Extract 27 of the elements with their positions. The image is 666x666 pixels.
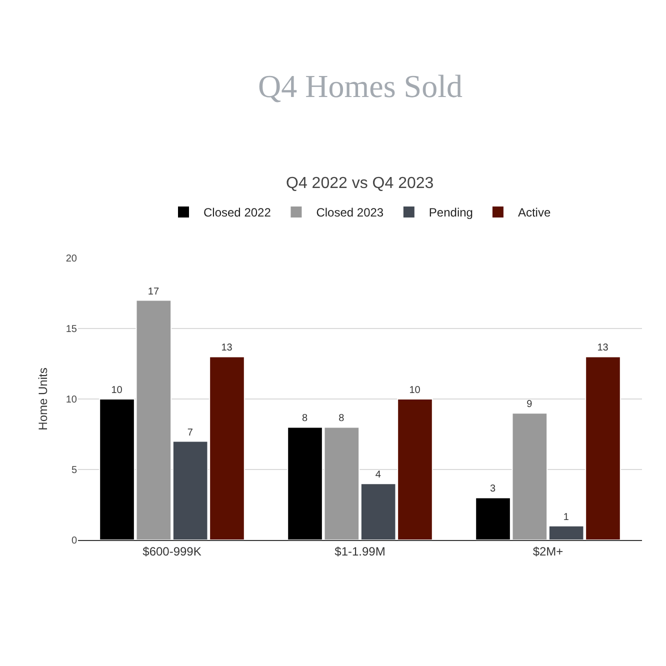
data-label: 1 <box>563 512 570 523</box>
legend-label: Closed 2023 <box>316 206 384 220</box>
data-label: 13 <box>597 342 609 354</box>
y-tick-label: 15 <box>66 324 78 335</box>
chart-title: Q4 Homes Sold <box>258 68 462 104</box>
legend-label: Active <box>518 206 551 220</box>
chart-subtitle: Q4 2022 vs Q4 2023 <box>286 175 434 192</box>
data-label: 9 <box>526 399 533 410</box>
y-tick-label: 10 <box>66 394 78 406</box>
data-label: 17 <box>148 286 160 298</box>
data-label: 4 <box>375 470 382 481</box>
y-tick-label: 5 <box>71 465 78 476</box>
x-tick-label: $1-1.99M <box>334 544 386 558</box>
legend-label: Closed 2022 <box>204 206 272 220</box>
data-label: 3 <box>490 484 496 495</box>
data-label: 10 <box>409 385 421 396</box>
data-label: 8 <box>338 413 345 424</box>
x-tick-label: $2M+ <box>532 544 564 558</box>
data-label: 10 <box>111 385 123 396</box>
data-label: 13 <box>221 342 233 354</box>
x-tick-label: $600-999K <box>142 544 202 558</box>
y-tick-label: 20 <box>66 254 78 264</box>
y-axis-title: Home Units <box>36 368 50 430</box>
legend-label: Pending <box>428 206 473 220</box>
data-label: 7 <box>187 427 194 438</box>
y-tick-label: 0 <box>71 536 78 546</box>
data-label: 8 <box>302 413 308 424</box>
